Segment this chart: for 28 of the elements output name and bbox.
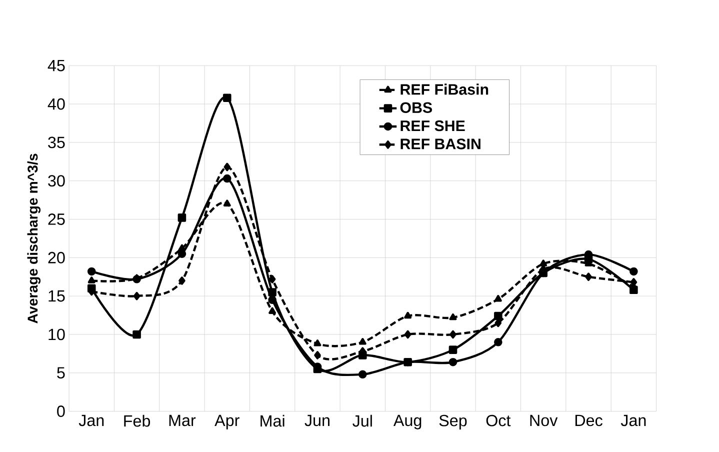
x-tick-label: Mai bbox=[260, 415, 284, 427]
y-tick-label: 5 bbox=[57, 367, 65, 379]
x-tick-label: Jan bbox=[78, 415, 104, 426]
y-tick-label: 35 bbox=[48, 136, 65, 148]
y-tick-label: 15 bbox=[48, 290, 65, 302]
x-tick-label: Jun bbox=[304, 415, 330, 426]
legend-label: OBS bbox=[400, 102, 432, 114]
x-tick-label: Jan bbox=[620, 415, 646, 426]
x-tick-label: Nov bbox=[530, 415, 558, 426]
y-tick-label: 20 bbox=[48, 252, 65, 264]
x-tick-label: Feb bbox=[124, 415, 150, 427]
y-tick-label: 10 bbox=[48, 328, 65, 340]
x-tick-label: Jul bbox=[352, 415, 372, 427]
legend-label: REF FiBasin bbox=[400, 84, 488, 96]
y-tick-label: 30 bbox=[48, 175, 65, 187]
x-tick-label: Oct bbox=[486, 415, 511, 427]
y-axis-title: Average discharge m^3/s bbox=[27, 154, 41, 324]
x-tick-label: Aug bbox=[393, 415, 422, 430]
y-tick-label: 0 bbox=[57, 406, 65, 418]
y-tick-label: 40 bbox=[48, 98, 65, 110]
x-tick-label: Mar bbox=[169, 415, 196, 426]
x-tick-label: Dec bbox=[575, 415, 602, 426]
legend-label: REF BASIN bbox=[400, 138, 480, 150]
y-tick-label: 45 bbox=[48, 60, 65, 72]
x-tick-label: Apr bbox=[214, 415, 240, 430]
y-tick-label: 25 bbox=[48, 214, 65, 226]
legend-label: REF SHE bbox=[400, 120, 465, 132]
x-tick-label: Sep bbox=[439, 415, 467, 430]
